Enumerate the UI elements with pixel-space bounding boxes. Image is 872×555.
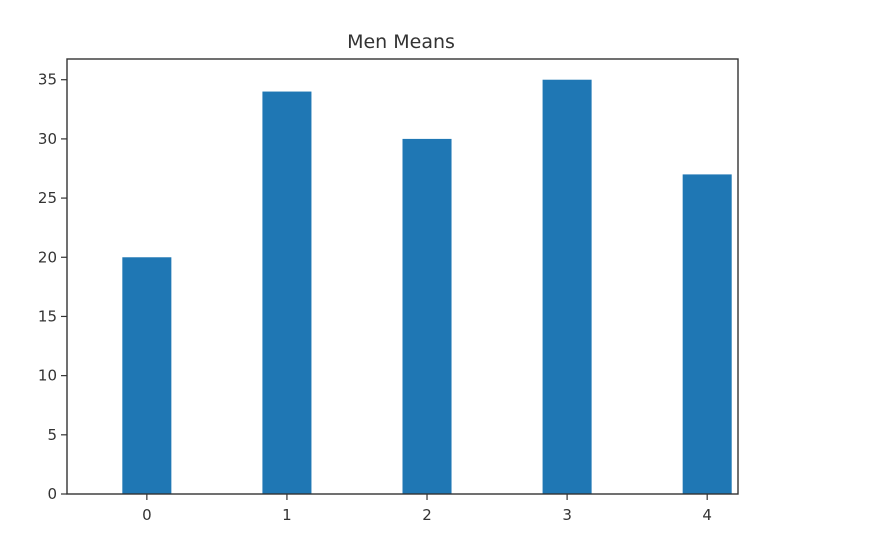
bar-4 — [682, 174, 732, 494]
bar-1 — [262, 91, 312, 495]
bar-0 — [122, 257, 172, 494]
y-tick-label: 15 — [38, 307, 57, 325]
y-tick-label: 20 — [38, 248, 57, 266]
x-tick-label: 4 — [702, 506, 712, 524]
y-tick-label: 10 — [38, 367, 57, 385]
bar-2 — [402, 138, 452, 494]
chart-title: Men Means — [347, 31, 455, 53]
y-tick-label: 25 — [38, 189, 57, 207]
x-tick-label: 3 — [562, 506, 572, 524]
bars-layer — [122, 79, 732, 495]
y-tick-label: 30 — [38, 130, 57, 148]
x-tick-label: 1 — [282, 506, 292, 524]
y-tick-label: 5 — [47, 426, 57, 444]
x-tick-label: 0 — [142, 506, 152, 524]
bar-3 — [542, 79, 592, 495]
x-tick-label: 2 — [422, 506, 432, 524]
ticks-layer: 0 5 10 15 20 25 30 35 0 1 2 3 4 — [38, 71, 712, 524]
y-tick-label: 0 — [47, 485, 57, 503]
y-tick-label: 35 — [38, 71, 57, 89]
axes-frame — [66, 58, 739, 495]
